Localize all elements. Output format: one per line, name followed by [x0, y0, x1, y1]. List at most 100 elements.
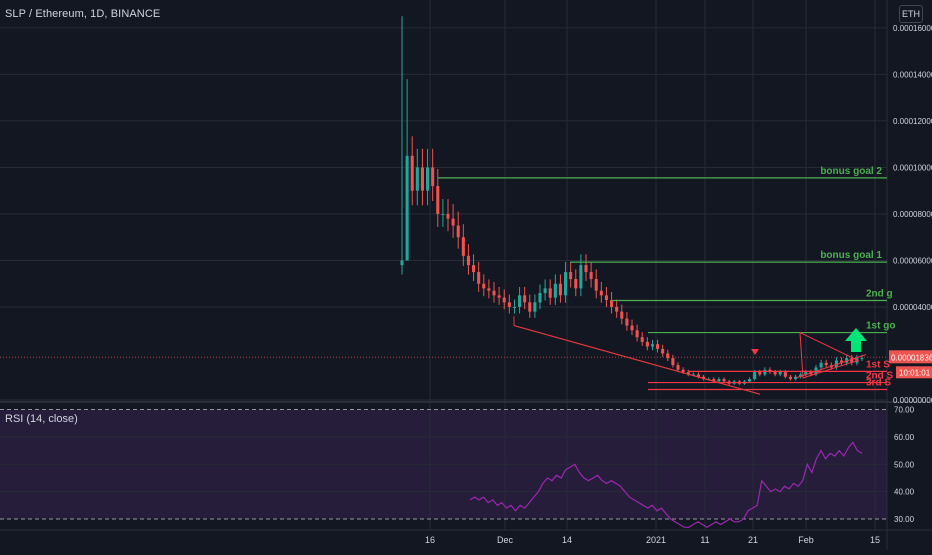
- candle-body-61: [712, 379, 716, 382]
- candle-body-53: [671, 358, 675, 366]
- currency-button[interactable]: ETH: [899, 5, 923, 23]
- candle-body-34: [574, 279, 578, 289]
- candle-body-44: [625, 318, 629, 326]
- candle-body-39: [599, 290, 603, 296]
- level-label-first-goal: 1st go: [866, 321, 895, 332]
- candle-body-38: [594, 279, 598, 291]
- level-label-bonus-goal-1: bonus goal 1: [820, 250, 882, 261]
- candle-body-76: [788, 376, 792, 380]
- rsi-line: [469, 441, 863, 529]
- time-tick-label-0: 16: [425, 535, 435, 545]
- price-tick-label-6: 0.00004000: [893, 303, 932, 312]
- candle-body-55: [681, 369, 685, 373]
- level-label-bonus-goal-2: bonus goal 2: [820, 166, 882, 177]
- candle-body-88: [850, 358, 854, 363]
- time-tick-label-5: 21: [748, 535, 758, 545]
- candle-body-71: [763, 369, 767, 375]
- candle-body-35: [579, 265, 583, 289]
- candle-body-77: [794, 376, 798, 380]
- candle-body-24: [523, 295, 527, 303]
- rsi-tick-label-1: 60.00: [894, 433, 915, 442]
- candle-body-69: [753, 372, 757, 380]
- candle-body-16: [482, 283, 486, 289]
- up-arrow-icon: [845, 328, 867, 352]
- candle-body-46: [635, 330, 639, 338]
- triangle-pattern: [799, 332, 860, 379]
- candle-body-12: [461, 237, 465, 256]
- current-price-value: 0.00001836: [891, 353, 932, 362]
- arrow-marker-icon: [751, 349, 759, 355]
- candle-body-79: [804, 372, 808, 375]
- candle-body-58: [696, 374, 700, 377]
- candle-body-5: [426, 167, 430, 191]
- time-tick-label-2: 14: [562, 535, 572, 545]
- triangle-lower-edge: [795, 354, 867, 379]
- candle-body-43: [620, 311, 624, 319]
- candle-body-0: [400, 260, 404, 266]
- price-tick-label-3: 0.00010000: [893, 163, 932, 172]
- rsi-tick-label-3: 40.00: [894, 488, 915, 497]
- time-tick-label-1: Dec: [497, 535, 514, 545]
- candle-body-27: [538, 293, 542, 303]
- candle-body-78: [799, 374, 803, 377]
- candle-body-20: [502, 297, 506, 303]
- level-label-support-2: 2nd S: [866, 371, 894, 382]
- downtrend-line: [513, 325, 761, 395]
- candle-body-56: [686, 372, 690, 375]
- price-tick-label-7: 0.00000000: [893, 396, 932, 405]
- level-label-second-goal: 2nd g: [866, 288, 893, 299]
- candle-body-52: [666, 353, 670, 359]
- level-label-support-1: 1st S: [866, 359, 890, 370]
- candle-body-87: [845, 358, 849, 363]
- current-price-tag: [889, 350, 932, 364]
- candle-body-33: [569, 272, 573, 280]
- candle-body-29: [548, 288, 552, 298]
- candle-body-8: [441, 213, 445, 215]
- candle-body-41: [610, 300, 614, 307]
- candle-body-23: [518, 295, 522, 307]
- candle-body-28: [543, 288, 547, 294]
- candle-body-22: [512, 306, 516, 308]
- candle-body-32: [564, 272, 568, 296]
- level-label-support-3: 3rd S: [866, 378, 891, 389]
- candle-body-49: [650, 344, 654, 347]
- countdown-value: 10:01:01: [899, 368, 931, 377]
- candle-body-3: [415, 167, 419, 191]
- time-tick-label-4: 11: [700, 535, 709, 545]
- symbol-title: SLP / Ethereum, 1D, BINANCE: [5, 8, 161, 20]
- candle-body-57: [691, 374, 695, 376]
- candle-body-82: [819, 362, 823, 368]
- time-tick-label-7: 15: [870, 535, 880, 545]
- candle-body-73: [773, 372, 777, 375]
- candle-body-11: [456, 225, 460, 238]
- candle-body-4: [420, 167, 424, 191]
- candle-body-6: [431, 167, 435, 187]
- price-tick-label-2: 0.00012000: [893, 117, 932, 126]
- candle-body-14: [472, 265, 476, 273]
- candle-body-54: [676, 365, 680, 370]
- time-tick-label-6: Feb: [798, 535, 814, 545]
- candle-body-36: [584, 265, 588, 273]
- candle-body-51: [661, 348, 665, 354]
- candle-body-17: [487, 288, 491, 291]
- candle-body-21: [507, 302, 511, 307]
- rsi-tick-label-0: 70.00: [894, 405, 915, 414]
- candle-body-86: [840, 360, 844, 363]
- candle-body-83: [824, 362, 828, 366]
- candle-body-50: [656, 344, 660, 349]
- candle-body-26: [533, 302, 537, 312]
- candle-body-90: [860, 358, 864, 360]
- candle-body-48: [645, 341, 649, 347]
- candle-body-70: [758, 372, 762, 375]
- candle-body-30: [553, 283, 557, 298]
- candle-body-75: [783, 372, 787, 377]
- price-tick-label-4: 0.00008000: [893, 210, 932, 219]
- candle-body-63: [722, 379, 726, 382]
- price-tick-label-0: 0.00016000: [893, 24, 932, 33]
- candle-body-68: [748, 379, 752, 382]
- countdown-tag: [896, 366, 932, 379]
- rsi-tick-label-2: 50.00: [894, 460, 915, 469]
- candle-body-31: [558, 283, 562, 296]
